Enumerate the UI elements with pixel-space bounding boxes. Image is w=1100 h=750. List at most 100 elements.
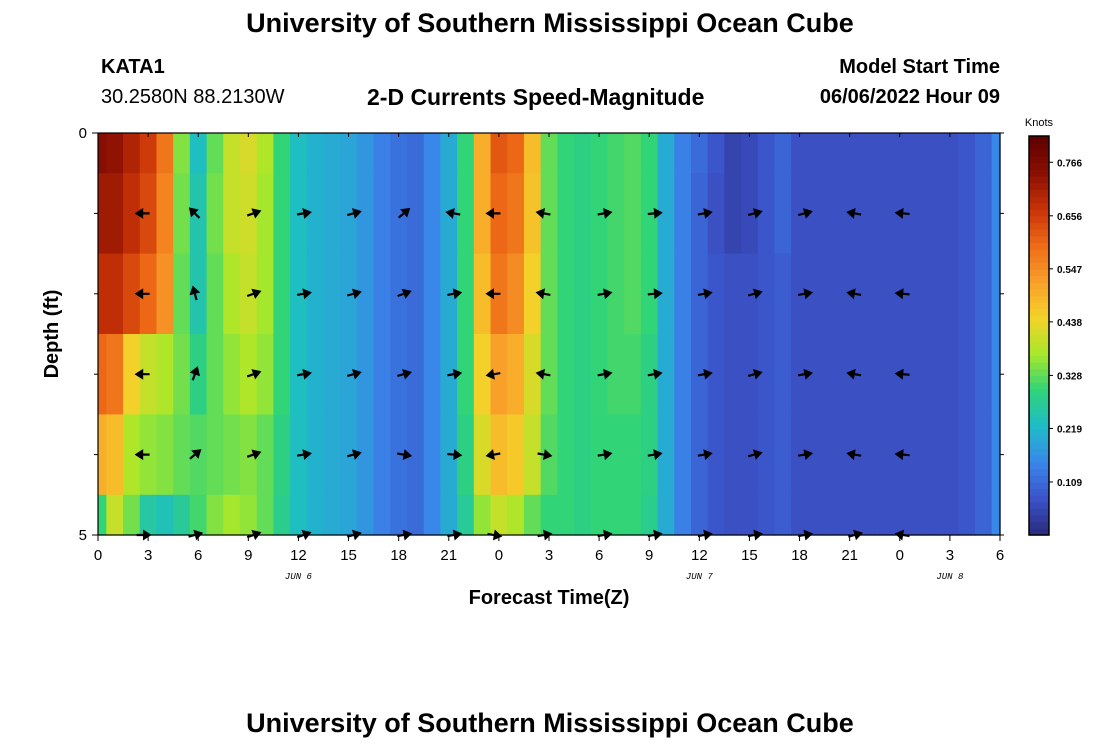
x-tick-label: 6 bbox=[595, 547, 603, 564]
heatmap-cell bbox=[356, 133, 375, 174]
heatmap-cell bbox=[991, 133, 1001, 174]
heatmap-cell bbox=[189, 173, 208, 255]
heatmap-cell bbox=[106, 414, 124, 496]
x-tick-label: 0 bbox=[495, 547, 503, 564]
heatmap-cell bbox=[98, 334, 107, 415]
heatmap-cell bbox=[941, 414, 959, 496]
heatmap-cell bbox=[356, 253, 375, 335]
heatmap-cell bbox=[473, 253, 492, 335]
heatmap-cell bbox=[640, 494, 659, 536]
heatmap-cell bbox=[239, 334, 258, 415]
model-start-value: 06/06/2022 Hour 09 bbox=[819, 86, 1000, 108]
heatmap-cell bbox=[674, 133, 692, 174]
heatmap-cell bbox=[774, 133, 792, 174]
heatmap-cell bbox=[273, 334, 291, 415]
current-vector-arrow bbox=[347, 449, 362, 460]
heatmap-cell bbox=[640, 133, 659, 174]
heatmap-cell bbox=[874, 253, 893, 335]
heatmap-cell bbox=[490, 494, 508, 536]
heatmap-cell bbox=[941, 494, 959, 536]
current-vector-arrow bbox=[246, 449, 262, 460]
colorbar-tick-label: 0.328 bbox=[1057, 371, 1082, 382]
heatmap-cell bbox=[924, 414, 943, 496]
current-vector-arrow bbox=[134, 207, 150, 219]
heatmap-cells bbox=[98, 133, 1001, 536]
heatmap-cell bbox=[858, 494, 876, 536]
current-vector-arrow bbox=[134, 449, 150, 461]
heatmap-cell bbox=[256, 334, 274, 415]
current-vector-arrow bbox=[485, 207, 501, 219]
heatmap-cell bbox=[557, 133, 575, 174]
heatmap-cell bbox=[189, 253, 208, 335]
heatmap-cell bbox=[373, 173, 391, 255]
heatmap-cell bbox=[657, 414, 675, 496]
heatmap-cell bbox=[239, 414, 258, 496]
colorbar-segment bbox=[1029, 215, 1049, 224]
x-tick-label: 21 bbox=[440, 547, 457, 564]
current-vector-arrow bbox=[296, 368, 312, 380]
heatmap-cell bbox=[941, 253, 959, 335]
current-vector-arrow bbox=[798, 368, 814, 380]
colorbar: Knots 0.109 0.219 0.328 0.438 0.547 0.656 0.766 bbox=[1025, 117, 1082, 536]
heatmap-cell bbox=[523, 414, 542, 496]
heatmap-cell bbox=[657, 173, 675, 255]
heatmap-cell bbox=[407, 173, 425, 255]
chart-title: 2-D Currents Speed-Magnitude bbox=[367, 84, 705, 110]
heatmap-cell bbox=[974, 494, 993, 536]
heatmap-cell bbox=[657, 334, 675, 415]
heatmap-cell bbox=[273, 133, 291, 174]
heatmap-cell bbox=[306, 494, 325, 536]
heatmap-cell bbox=[707, 173, 725, 255]
heatmap-cell bbox=[974, 133, 993, 174]
heatmap-cell bbox=[440, 494, 458, 536]
colorbar-tick-label: 0.109 bbox=[1057, 478, 1082, 489]
heatmap-cell bbox=[824, 494, 842, 536]
x-tick-label: 3 bbox=[946, 547, 954, 564]
heatmap-cell bbox=[223, 334, 241, 415]
colorbar-segment bbox=[1029, 269, 1049, 277]
current-vector-arrow bbox=[535, 288, 551, 300]
heatmap-cell bbox=[189, 494, 208, 536]
heatmap-cell bbox=[924, 173, 943, 255]
current-vector-arrow bbox=[296, 449, 312, 461]
colorbar-segment bbox=[1029, 282, 1049, 290]
x-tick-label: 6 bbox=[194, 547, 202, 564]
heatmap-cell bbox=[139, 494, 158, 536]
heatmap-cell bbox=[256, 253, 274, 335]
heatmap-cell bbox=[674, 414, 692, 496]
colorbar-segment bbox=[1029, 189, 1049, 197]
heatmap-cell bbox=[858, 173, 876, 255]
heatmap-cell bbox=[523, 173, 542, 255]
heatmap-cell bbox=[624, 133, 642, 174]
current-vector-arrow bbox=[397, 449, 413, 460]
heatmap-cell bbox=[908, 494, 926, 536]
colorbar-segment bbox=[1029, 295, 1049, 303]
current-vector-arrow bbox=[597, 288, 613, 300]
current-vector-arrow bbox=[697, 208, 713, 219]
heatmap-cell bbox=[757, 133, 776, 174]
heatmap-cell bbox=[807, 253, 826, 335]
heatmap-cell bbox=[290, 494, 308, 536]
heatmap-cell bbox=[557, 414, 575, 496]
heatmap-cell bbox=[991, 494, 1001, 536]
y-tick-label: 5 bbox=[79, 527, 87, 544]
current-vector-arrow bbox=[189, 366, 201, 381]
heatmap-cell bbox=[156, 334, 174, 415]
heatmap-cell bbox=[156, 414, 174, 496]
heatmap-cell bbox=[574, 414, 592, 496]
heatmap-cell bbox=[373, 133, 391, 174]
heatmap-cell bbox=[941, 133, 959, 174]
heatmap-cell bbox=[223, 253, 241, 335]
heatmap-cell bbox=[407, 133, 425, 174]
colorbar-segment bbox=[1029, 302, 1049, 310]
heatmap-cell bbox=[98, 494, 107, 536]
current-vector-arrow bbox=[485, 288, 501, 300]
colorbar-tick-label: 0.219 bbox=[1057, 424, 1082, 435]
current-vector-arrow bbox=[697, 368, 713, 380]
colorbar-segment bbox=[1029, 402, 1049, 410]
heatmap-cell bbox=[774, 414, 792, 496]
heatmap-cell bbox=[173, 414, 191, 496]
heatmap-cell bbox=[724, 414, 742, 496]
heatmap-cell bbox=[924, 133, 943, 174]
heatmap-cell bbox=[574, 334, 592, 415]
